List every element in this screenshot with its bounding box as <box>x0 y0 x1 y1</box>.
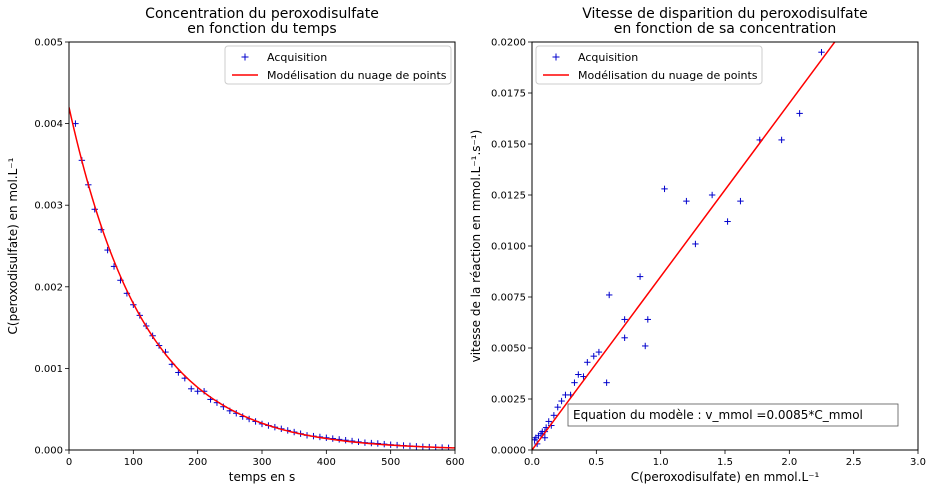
data-point <box>636 273 644 280</box>
data-point <box>818 49 825 56</box>
y-tick-label: 0.005 <box>34 38 63 49</box>
y-tick-label: 0.0025 <box>491 395 526 406</box>
data-point <box>683 197 690 205</box>
legend-label: Modélisation du nuage de points <box>578 69 758 82</box>
data-point <box>554 403 561 411</box>
legend-label: Acquisition <box>578 51 638 64</box>
x-axis-label: temps en s <box>229 470 296 484</box>
equation-box <box>567 403 899 427</box>
data-point <box>194 388 201 395</box>
y-tick-label: 0.002 <box>34 282 63 293</box>
y-tick-label: 0.0175 <box>491 89 526 100</box>
x-tick-label: 500 <box>381 457 400 468</box>
data-point <box>621 334 628 341</box>
x-tick-label: 200 <box>188 457 207 468</box>
y-tick-label: 0.001 <box>34 364 63 375</box>
equation-text: Equation du modèle : v_mmol =0.0085*C_mm… <box>573 408 863 422</box>
chart-rate-vs-concentration: Vitesse de disparition du peroxodisulfat… <box>469 6 926 484</box>
y-tick-label: 0.000 <box>34 446 63 457</box>
data-point <box>571 379 578 386</box>
data-point <box>621 316 628 323</box>
data-point <box>558 397 565 405</box>
legend: Acquisition Modélisation du nuage de poin… <box>535 45 763 85</box>
y-tick-label: 0.004 <box>34 119 63 130</box>
legend-box <box>224 45 452 85</box>
x-tick-label: 100 <box>124 457 143 468</box>
x-tick-label: 3.0 <box>910 457 926 468</box>
y-tick-label: 0.0125 <box>491 191 526 202</box>
legend-box <box>535 45 763 85</box>
y-tick-label: 0.0050 <box>491 344 526 355</box>
y-tick-label: 0.003 <box>34 201 63 212</box>
data-point <box>550 412 558 419</box>
x-tick-label: 1.5 <box>717 457 733 468</box>
y-axis-label: vitesse de la réaction en mmol.L⁻¹.s⁻¹) <box>469 130 483 363</box>
data-point <box>575 371 582 378</box>
data-point <box>737 197 744 205</box>
legend-label: Modélisation du nuage de points <box>267 69 447 82</box>
y-tick-label: 0.0150 <box>491 140 526 151</box>
data-point <box>642 342 649 350</box>
data-point <box>644 316 651 323</box>
x-tick-label: 600 <box>445 457 464 468</box>
data-point <box>606 291 613 299</box>
x-tick-label: 400 <box>317 457 336 468</box>
data-point <box>708 191 716 199</box>
data-point <box>603 379 610 386</box>
equation-annotation: Equation du modèle : v_mmol =0.0085*C_mm… <box>567 403 899 427</box>
data-point <box>541 434 549 441</box>
chart-title-line: en fonction de sa concentration <box>614 21 837 37</box>
legend-label: Acquisition <box>267 51 327 64</box>
data-point <box>545 418 552 425</box>
data-point <box>595 348 603 356</box>
data-point <box>778 136 785 144</box>
chart-title-line: Concentration du peroxodisulfate <box>145 6 379 22</box>
legend: Acquisition Modélisation du nuage de poin… <box>224 45 452 85</box>
data-point <box>590 352 597 360</box>
chart-title-line: Vitesse de disparition du peroxodisulfat… <box>582 6 867 22</box>
x-axis-label: C(peroxodisulfate) en mmol.L⁻¹ <box>631 470 820 484</box>
chart-title-line: en fonction du temps <box>187 21 336 37</box>
x-tick-label: 300 <box>252 457 271 468</box>
data-point <box>584 359 591 366</box>
data-point <box>661 185 668 193</box>
model-line <box>69 107 455 449</box>
x-tick-label: 2.5 <box>846 457 862 468</box>
y-axis-label: C(peroxodisulfate) en mol.L⁻¹ <box>6 157 20 334</box>
x-tick-label: 0.0 <box>524 457 540 468</box>
data-point <box>188 385 195 392</box>
data-point <box>724 218 731 225</box>
x-tick-label: 0 <box>66 457 72 468</box>
y-tick-label: 0.0075 <box>491 293 526 304</box>
x-tick-label: 1.0 <box>653 457 669 468</box>
y-tick-label: 0.0200 <box>491 38 526 49</box>
axes-frame <box>531 41 919 451</box>
plot-area <box>532 42 836 450</box>
plot-area <box>69 107 455 450</box>
data-point <box>796 110 803 117</box>
y-tick-label: 0.0000 <box>491 446 526 457</box>
x-tick-label: 0.5 <box>588 457 604 468</box>
model-line <box>532 42 836 450</box>
data-point <box>692 240 699 248</box>
y-tick-label: 0.0100 <box>491 242 526 253</box>
axes-frame <box>68 41 456 451</box>
x-tick-label: 2.0 <box>781 457 797 468</box>
